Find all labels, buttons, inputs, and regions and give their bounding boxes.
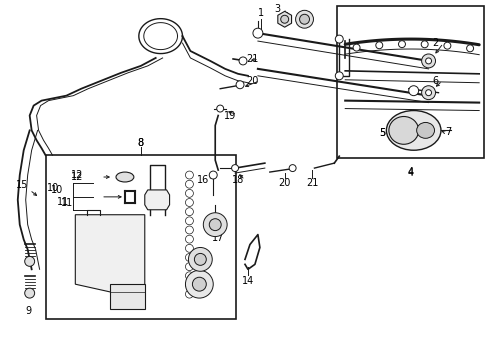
Text: 10: 10 [47,183,60,193]
Circle shape [443,42,450,49]
Text: 19: 19 [224,111,236,121]
Circle shape [398,41,405,48]
Text: 20: 20 [245,76,258,86]
Circle shape [185,199,193,207]
Circle shape [425,58,431,64]
Text: 21: 21 [245,54,258,64]
Bar [337,6,483,158]
Polygon shape [75,215,144,306]
Circle shape [295,10,313,28]
Bar [45,155,236,319]
Circle shape [420,41,427,48]
Circle shape [185,189,193,197]
Circle shape [185,226,193,234]
Circle shape [185,244,193,252]
Text: 8: 8 [138,138,143,148]
Circle shape [185,272,193,280]
Text: 2: 2 [431,38,438,48]
Circle shape [185,263,193,271]
Circle shape [185,180,193,188]
Text: 4: 4 [407,167,413,177]
Circle shape [239,57,246,65]
Circle shape [466,45,472,52]
Circle shape [375,42,382,49]
Circle shape [185,217,193,225]
Text: 17: 17 [212,233,224,243]
Circle shape [335,72,343,80]
Text: 6: 6 [431,76,438,86]
Circle shape [185,281,193,289]
Text: 1: 1 [257,8,264,18]
Circle shape [185,253,193,261]
Circle shape [252,28,263,38]
Circle shape [288,165,296,172]
Circle shape [421,54,435,68]
Text: 8: 8 [138,138,143,148]
Circle shape [188,247,212,271]
Text: 9: 9 [25,306,32,316]
Circle shape [25,256,35,266]
Text: 13: 13 [192,272,204,282]
Ellipse shape [386,111,440,150]
Circle shape [185,290,193,298]
Bar [110,284,144,309]
Text: 5: 5 [378,129,384,138]
Text: 4: 4 [407,168,413,178]
Circle shape [236,81,244,89]
Polygon shape [277,11,291,27]
Circle shape [209,219,221,231]
Circle shape [192,277,206,291]
Text: 11: 11 [61,198,73,208]
Text: 16: 16 [197,175,209,185]
Circle shape [185,171,193,179]
Polygon shape [144,190,169,210]
Text: 12: 12 [71,170,83,180]
Text: 5: 5 [378,129,384,138]
Text: 7: 7 [445,127,450,138]
Circle shape [352,44,359,51]
Circle shape [25,288,35,298]
Text: 10: 10 [51,185,63,195]
Text: 12: 12 [71,172,83,182]
Circle shape [203,213,226,237]
Circle shape [299,14,309,24]
Circle shape [209,171,217,179]
Text: 11: 11 [57,197,69,207]
Text: 18: 18 [231,175,244,185]
Circle shape [280,15,288,23]
Circle shape [216,105,223,112]
Circle shape [194,253,206,265]
Text: 15: 15 [16,180,28,190]
Circle shape [231,165,238,172]
Ellipse shape [116,172,134,182]
Circle shape [185,235,193,243]
Ellipse shape [416,122,434,138]
Circle shape [185,208,193,216]
Circle shape [185,270,213,298]
Circle shape [421,86,435,100]
Text: 3: 3 [274,4,280,14]
Text: 20: 20 [278,178,290,188]
Text: 14: 14 [242,276,254,286]
Circle shape [425,90,431,96]
Text: 21: 21 [305,178,318,188]
Circle shape [408,86,418,96]
Ellipse shape [388,117,418,144]
Circle shape [335,35,343,43]
